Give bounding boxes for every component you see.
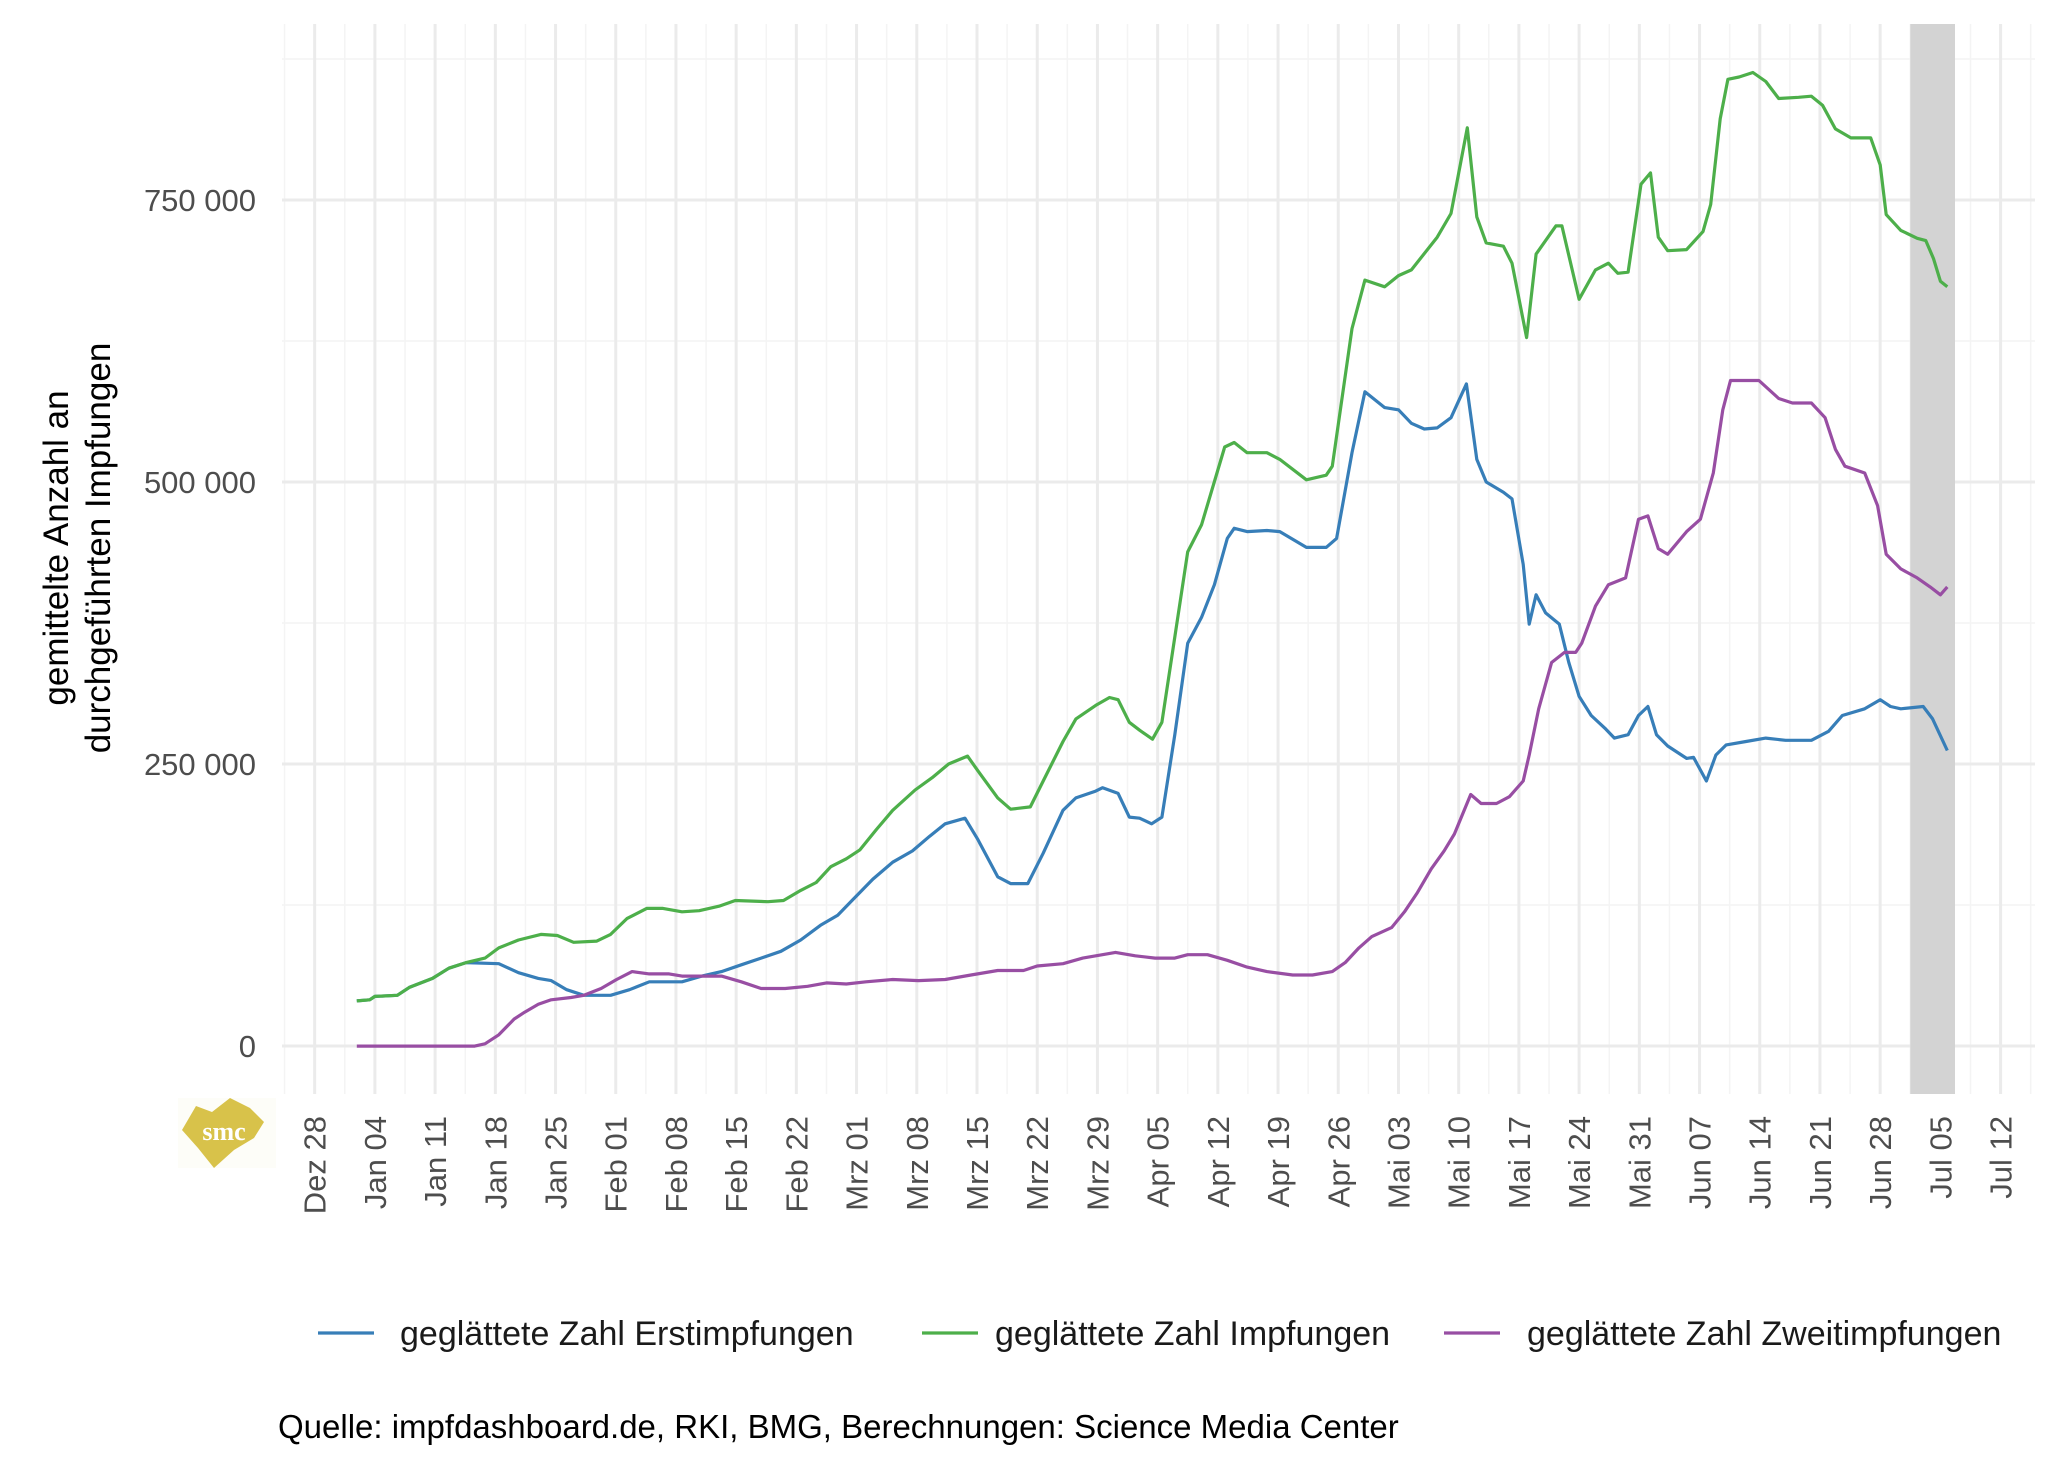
x-tick-label: Feb 08	[659, 1116, 694, 1213]
x-tick-label: Mrz 22	[1020, 1116, 1055, 1211]
x-tick-label: Jun 21	[1803, 1116, 1838, 1209]
legend-item: geglättete Zahl Zweitimpfungen	[1444, 1315, 2001, 1353]
series-line-0	[356, 382, 1949, 1003]
x-tick-label: Jun 28	[1863, 1116, 1898, 1209]
x-tick-label: Feb 15	[719, 1116, 754, 1213]
y-tick-label: 250 000	[144, 747, 256, 782]
x-tick-label: Mrz 01	[840, 1116, 875, 1211]
x-tick-label: Mrz 08	[900, 1116, 935, 1211]
x-tick-label: Apr 26	[1321, 1116, 1356, 1207]
y-axis-tick-labels: 0 250 000 500 000 750 000	[144, 183, 256, 1064]
x-tick-label: Jan 18	[478, 1116, 513, 1209]
x-tick-label: Apr 12	[1201, 1116, 1236, 1207]
x-tick-label: Mrz 29	[1080, 1116, 1115, 1211]
legend: geglättete Zahl Erstimpfungen geglättete …	[318, 1315, 2001, 1353]
legend-item: geglättete Zahl Erstimpfungen	[318, 1315, 854, 1353]
smc-logo: smc	[178, 1098, 276, 1168]
x-tick-label: Mrz 15	[960, 1116, 995, 1211]
x-tick-label: Dez 28	[298, 1116, 333, 1214]
x-tick-label: Mai 31	[1622, 1116, 1657, 1209]
y-tick-label: 750 000	[144, 183, 256, 218]
x-tick-label: Jul 12	[1984, 1116, 2019, 1199]
x-tick-label: Apr 05	[1141, 1116, 1176, 1207]
source-caption: Quelle: impfdashboard.de, RKI, BMG, Bere…	[278, 1408, 1399, 1445]
smc-logo-shape	[182, 1098, 264, 1168]
x-axis-tick-labels: Dez 28 Jan 04 Jan 11 Jan 18 Jan 25 Feb 01 Feb …	[298, 1116, 2019, 1214]
series-line-1	[356, 70, 1949, 1003]
y-tick-label: 0	[239, 1029, 256, 1064]
grid-lines	[282, 24, 2035, 1094]
legend-label: geglättete Zahl Erstimpfungen	[400, 1315, 854, 1353]
x-tick-label: Jun 14	[1743, 1116, 1778, 1209]
legend-item: geglättete Zahl Impfungen	[922, 1315, 1390, 1353]
x-tick-label: Jan 25	[539, 1116, 574, 1209]
y-axis-title-line-2: durchgeführten Impfungen	[79, 343, 118, 754]
x-tick-label: Mai 03	[1381, 1116, 1416, 1209]
series-lines	[356, 70, 1949, 1048]
x-tick-label: Apr 19	[1261, 1116, 1296, 1207]
x-tick-label: Mai 10	[1442, 1116, 1477, 1209]
y-tick-label: 500 000	[144, 465, 256, 500]
x-tick-label: Jun 07	[1683, 1116, 1718, 1209]
series-line-2	[356, 378, 1949, 1048]
x-tick-label: Jan 11	[418, 1116, 453, 1207]
y-axis-title-line-1: gemittelte Anzahl an	[37, 390, 76, 705]
x-tick-label: Feb 01	[599, 1116, 634, 1213]
smc-logo-text: smc	[202, 1117, 245, 1146]
y-axis-title: gemittelte Anzahl an durchgeführten Impf…	[37, 343, 118, 754]
legend-label: geglättete Zahl Zweitimpfungen	[1527, 1315, 2001, 1353]
shaded-incomplete-data-region	[1910, 24, 1956, 1094]
x-tick-label: Mai 24	[1562, 1116, 1597, 1209]
x-tick-label: Feb 22	[779, 1116, 814, 1213]
x-tick-label: Jul 05	[1923, 1116, 1958, 1199]
x-tick-label: Jan 04	[358, 1116, 393, 1209]
x-tick-label: Mai 17	[1502, 1116, 1537, 1209]
legend-label: geglättete Zahl Impfungen	[995, 1315, 1390, 1353]
